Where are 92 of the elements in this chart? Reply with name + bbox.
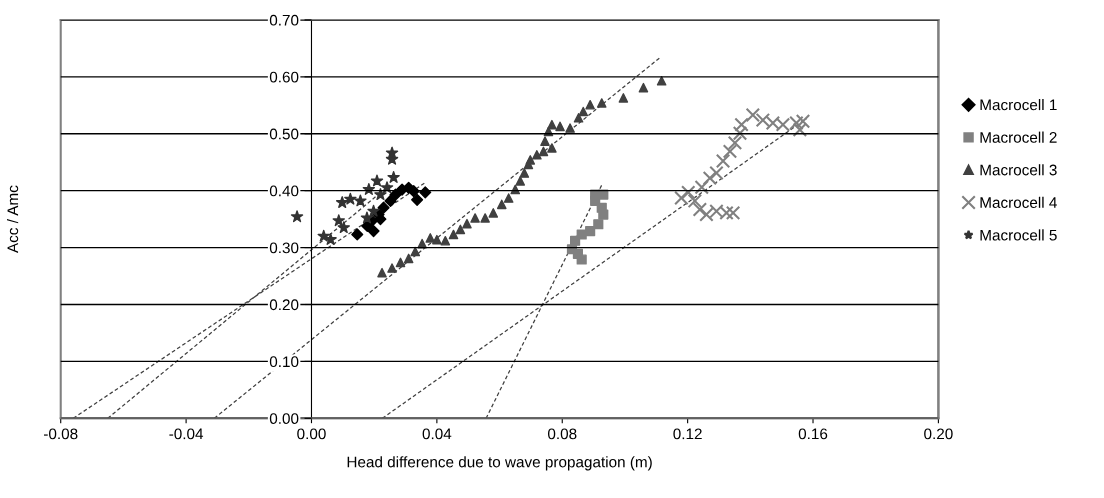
point bbox=[335, 196, 349, 209]
point bbox=[385, 146, 399, 159]
point bbox=[503, 193, 514, 203]
point bbox=[532, 150, 542, 160]
point bbox=[709, 165, 724, 181]
point bbox=[455, 224, 466, 235]
point bbox=[290, 210, 304, 223]
x-axis-title: Head difference due to wave propagation (m) bbox=[347, 456, 652, 471]
point bbox=[351, 228, 364, 241]
point bbox=[362, 183, 376, 195]
point bbox=[656, 76, 667, 86]
y-tick-label: 0.40 bbox=[269, 185, 299, 197]
point bbox=[555, 121, 565, 132]
point bbox=[411, 193, 424, 206]
x-tick-label: 0.20 bbox=[924, 428, 953, 440]
point bbox=[462, 218, 472, 229]
point bbox=[488, 208, 499, 218]
y-tick-label: 0.10 bbox=[269, 356, 299, 368]
legend-label: Macrocell 4 bbox=[980, 196, 1057, 208]
y-tick-label: 0.50 bbox=[269, 128, 299, 140]
point bbox=[525, 155, 536, 165]
point bbox=[725, 205, 741, 221]
point bbox=[732, 125, 748, 141]
point bbox=[573, 113, 584, 123]
point bbox=[515, 176, 526, 186]
point bbox=[585, 225, 596, 237]
point bbox=[692, 202, 708, 217]
point bbox=[470, 213, 480, 223]
point bbox=[638, 82, 649, 93]
point bbox=[432, 234, 442, 245]
point bbox=[360, 211, 374, 224]
point bbox=[332, 214, 345, 227]
x-tick-label: -0.04 bbox=[169, 428, 204, 440]
point bbox=[593, 219, 604, 230]
x-tick-label: -0.08 bbox=[43, 428, 78, 440]
point bbox=[389, 188, 402, 201]
point bbox=[496, 199, 507, 210]
point bbox=[380, 181, 394, 194]
point bbox=[681, 185, 696, 200]
point bbox=[387, 171, 400, 183]
legend-label: Macrocell 2 bbox=[980, 131, 1057, 143]
point bbox=[702, 170, 718, 186]
point bbox=[547, 143, 557, 153]
point bbox=[578, 106, 589, 117]
point bbox=[715, 153, 731, 169]
point bbox=[734, 117, 749, 132]
y-tick-label: 0.20 bbox=[269, 299, 299, 311]
point bbox=[377, 201, 390, 214]
point bbox=[694, 180, 709, 195]
point bbox=[344, 192, 357, 205]
x-tick-label: 0.04 bbox=[422, 428, 452, 440]
point bbox=[480, 213, 490, 223]
y-tick-label: 0.30 bbox=[269, 242, 299, 254]
point bbox=[377, 267, 387, 278]
point bbox=[354, 194, 367, 207]
point bbox=[387, 263, 397, 273]
point bbox=[540, 136, 550, 146]
point bbox=[596, 98, 607, 108]
point bbox=[618, 93, 629, 103]
point bbox=[538, 146, 549, 157]
y-axis-title: Acc / Amc bbox=[6, 185, 19, 254]
x-tick-label: 0.12 bbox=[673, 428, 702, 440]
point bbox=[722, 144, 738, 159]
point bbox=[519, 168, 530, 178]
point bbox=[510, 184, 521, 195]
point bbox=[395, 257, 406, 268]
point bbox=[448, 229, 459, 240]
legend-label: Macrocell 1 bbox=[980, 99, 1057, 111]
point bbox=[576, 229, 587, 240]
y-tick-label: 0.60 bbox=[269, 71, 299, 83]
point bbox=[410, 246, 421, 257]
point bbox=[374, 188, 387, 201]
point bbox=[337, 221, 350, 234]
y-tick-label: 0.70 bbox=[269, 14, 299, 26]
point bbox=[727, 135, 743, 151]
x-tick-label: 0.08 bbox=[547, 428, 577, 440]
legend-label: Macrocell 5 bbox=[980, 229, 1057, 241]
point bbox=[565, 123, 575, 133]
x-tick-label: 0.16 bbox=[798, 428, 828, 440]
point bbox=[367, 204, 380, 217]
y-tick-label: 0.00 bbox=[269, 413, 299, 425]
legend-label: Macrocell 3 bbox=[980, 164, 1057, 176]
point bbox=[792, 122, 808, 138]
point bbox=[440, 235, 451, 246]
point bbox=[745, 107, 761, 123]
point bbox=[370, 174, 384, 187]
point bbox=[547, 119, 557, 130]
x-tick-label: 0.00 bbox=[297, 428, 326, 440]
point bbox=[795, 113, 811, 129]
point bbox=[699, 207, 714, 222]
point bbox=[403, 253, 414, 264]
point bbox=[585, 99, 595, 110]
